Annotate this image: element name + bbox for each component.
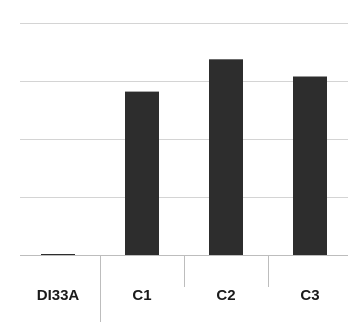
- x-tick-label-c2: C2: [216, 287, 235, 304]
- bar-c3: [293, 76, 327, 255]
- x-tick-labels: DI33A C1 C2 C3: [37, 287, 320, 304]
- x-tick-label-di33a: DI33A: [37, 287, 80, 304]
- bar-di33a: [41, 254, 75, 255]
- x-tick-label-c1: C1: [132, 287, 151, 304]
- x-axis: [20, 255, 348, 322]
- bars: [41, 59, 327, 255]
- bar-c1: [125, 91, 159, 255]
- x-tick-label-c3: C3: [300, 287, 319, 304]
- bar-c2: [209, 59, 243, 255]
